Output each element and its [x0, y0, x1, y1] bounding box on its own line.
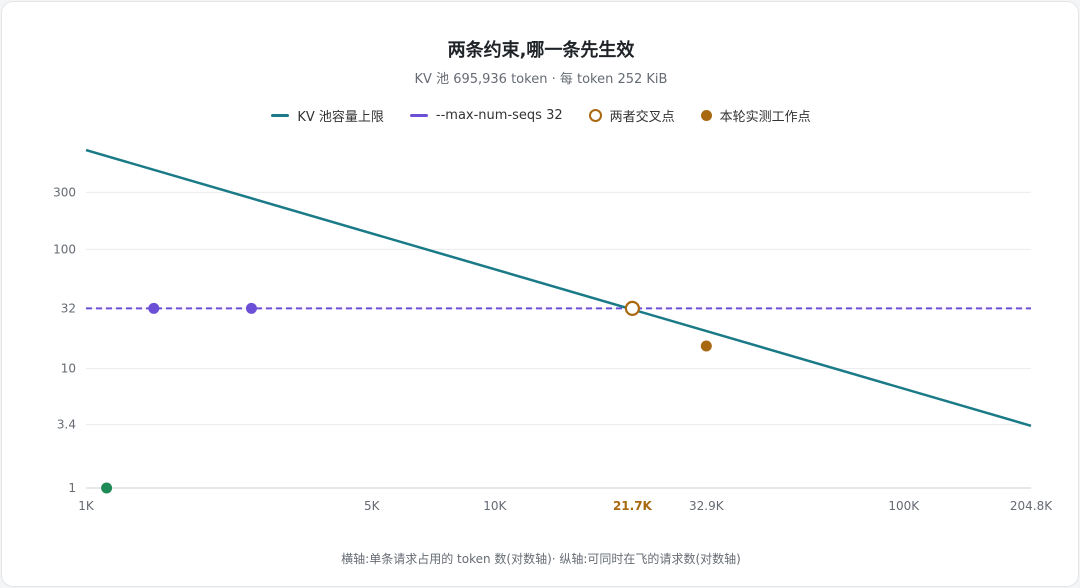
legend-item-intersection[interactable]: 两者交叉点	[588, 106, 675, 125]
series-1-marker-0	[148, 302, 160, 314]
x-tick-label-21.7K: 21.7K	[613, 499, 653, 513]
measured-point-0	[700, 340, 712, 352]
series-1-marker-1	[245, 302, 257, 314]
x-tick-label-32.9K: 32.9K	[689, 499, 725, 513]
y-tick-label-300: 300	[53, 185, 76, 199]
extra-point-0	[101, 482, 113, 494]
y-tick-label-100: 100	[53, 242, 76, 256]
y-tick-label-32: 32	[61, 301, 76, 315]
legend-swatch-max-num-seqs	[409, 114, 428, 117]
legend: KV 池容量上限 --max-num-seqs 32 两者交叉点 本轮实测工作点	[2, 106, 1080, 125]
legend-label-max-num-seqs: --max-num-seqs 32	[435, 108, 563, 123]
chart-caption: 横轴:单条请求占用的 token 数(对数轴)· 纵轴:可同时在飞的请求数(对数…	[341, 552, 741, 566]
legend-swatch-measured-point	[700, 110, 712, 121]
legend-label-measured-point: 本轮实测工作点	[719, 110, 811, 125]
y-tick-label-10: 10	[61, 362, 76, 376]
chart-subtitle: KV 池 695,936 token · 每 token 252 KiB	[414, 72, 668, 87]
chart-title: 两条约束,哪一条先生效	[447, 40, 635, 61]
legend-label-kv-capacity: KV 池容量上限	[297, 110, 384, 125]
x-tick-label-204.8K: 204.8K	[1010, 499, 1053, 513]
y-tick-label-1: 1	[68, 481, 76, 495]
x-tick-label-5K: 5K	[364, 499, 381, 513]
y-tick-label-3.4: 3.4	[57, 418, 76, 432]
series-line-0	[85, 148, 1032, 428]
x-tick-label-10K: 10K	[483, 499, 507, 513]
legend-item-max-num-seqs[interactable]: --max-num-seqs 32	[409, 108, 563, 123]
x-tick-label-1K: 1K	[78, 499, 95, 513]
legend-item-measured-point[interactable]: 本轮实测工作点	[700, 106, 811, 125]
legend-label-intersection: 两者交叉点	[609, 110, 675, 125]
legend-swatch-intersection	[588, 109, 602, 122]
legend-item-kv-capacity[interactable]: KV 池容量上限	[271, 106, 384, 125]
legend-swatch-kv-capacity	[271, 114, 290, 117]
intersection-point-0	[624, 300, 641, 316]
x-tick-label-100K: 100K	[888, 499, 920, 513]
